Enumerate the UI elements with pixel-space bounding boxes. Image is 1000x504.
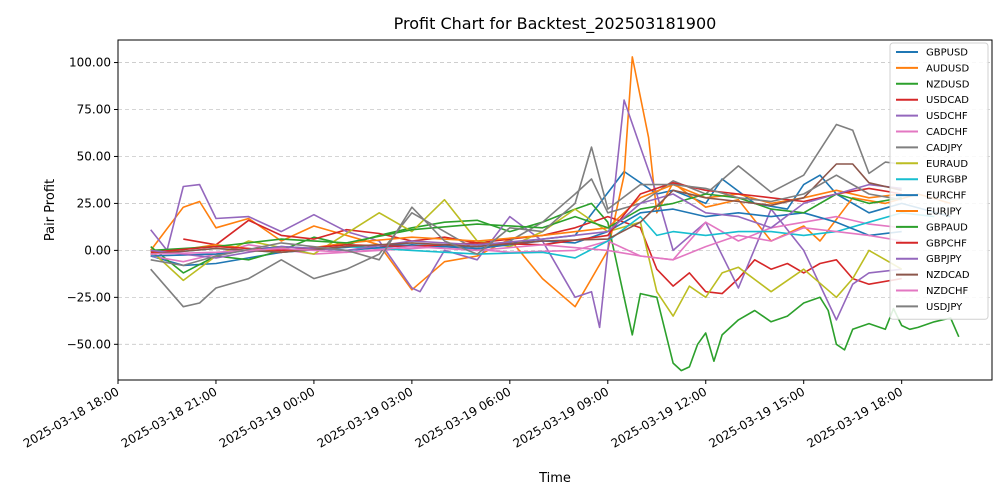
series-layer [150, 56, 960, 372]
x-tick-label: 2025-03-19 00:00 [217, 384, 318, 450]
legend-label: NZDCHF [926, 286, 969, 297]
series-line-nzdusd [150, 202, 960, 372]
y-tick-label: 25.00 [77, 196, 111, 210]
series-line-usdchf [150, 99, 902, 329]
y-axis: −50.00 −25.00 0.00 25.00 50.00 75.00 100.00 [67, 56, 118, 351]
legend-label: GBPUSD [926, 48, 968, 59]
legend-label: GBPJPY [926, 254, 962, 265]
series-line-nzdchf [150, 227, 902, 261]
legend-label: NZDCAD [926, 270, 970, 281]
x-tick-label: 2025-03-18 18:00 [21, 384, 122, 450]
x-tick-label: 2025-03-19 12:00 [609, 384, 710, 450]
y-axis-label: Pair Profit [43, 179, 58, 241]
y-tick-label: 100.00 [69, 56, 111, 70]
legend-label: CADJPY [926, 143, 963, 154]
x-tick-label: 2025-03-19 18:00 [805, 384, 906, 450]
x-axis-label: Time [538, 471, 571, 486]
plot-frame [117, 39, 993, 381]
legend-box [889, 42, 989, 320]
series-line-nzdcad [150, 163, 902, 255]
y-tick-label: 0.00 [84, 243, 111, 257]
legend-label: CADCHF [926, 127, 968, 138]
y-tick-label: 75.00 [77, 103, 111, 117]
x-tick-label: 2025-03-19 03:00 [315, 384, 416, 450]
legend-label: EURJPY [926, 207, 962, 218]
series-line-cadjpy [150, 123, 902, 308]
x-tick-label: 2025-03-19 06:00 [413, 384, 514, 450]
legend-label: USDCAD [926, 95, 969, 106]
legend-label: USDJPY [926, 302, 963, 313]
y-tick-label: −50.00 [67, 337, 111, 351]
x-tick-label: 2025-03-19 09:00 [511, 384, 612, 450]
x-tick-label: 2025-03-18 21:00 [119, 384, 220, 450]
legend-label: USDCHF [926, 111, 968, 122]
legend-label: AUDUSD [926, 63, 970, 74]
legend-label: EURGBP [926, 175, 967, 186]
legend-label: EURAUD [926, 159, 968, 170]
chart-title: Profit Chart for Backtest_202503181900 [394, 14, 717, 34]
legend-label: GBPCHF [926, 238, 967, 249]
y-tick-label: −25.00 [67, 290, 111, 304]
legend-label: NZDUSD [926, 79, 970, 90]
y-tick-label: 50.00 [77, 149, 111, 163]
legend: GBPUSD AUDUSD NZDUSD USDCAD USDCHF CADCHF CADJ… [889, 42, 989, 320]
grid-layer [118, 62, 992, 345]
x-tick-label: 2025-03-19 15:00 [707, 384, 808, 450]
legend-label: GBPAUD [926, 222, 968, 233]
series-line-gbpchf [150, 182, 902, 254]
series-line-audusd [150, 56, 951, 308]
legend-label: EURCHF [926, 191, 967, 202]
series-line-eurgbp [150, 212, 935, 259]
series-line-usdjpy [150, 146, 902, 267]
